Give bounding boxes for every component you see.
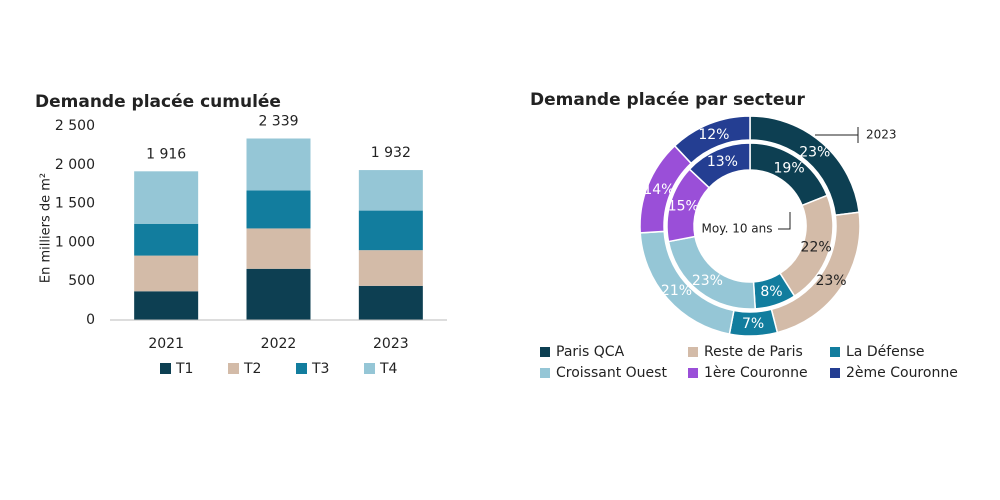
legend-label: T2 (243, 361, 261, 377)
donut-value-label: 13% (707, 154, 738, 170)
annotation-line (778, 212, 791, 230)
y-tick-label: 2 500 (55, 118, 95, 134)
bar-segment (134, 171, 199, 224)
donut-value-label: 23% (799, 144, 830, 160)
bar-segment (358, 210, 423, 251)
donut-value-label: 21% (661, 283, 692, 299)
legend-swatch (688, 368, 698, 378)
legend-label: La Défense (846, 344, 925, 360)
y-tick-label: 2 000 (55, 157, 95, 173)
y-tick-label: 0 (86, 312, 95, 328)
legend-swatch (296, 363, 307, 374)
bar-segment (358, 250, 423, 286)
legend-label: T1 (175, 361, 193, 377)
legend-label: T4 (379, 361, 398, 377)
legend-label: 2ème Couronne (846, 365, 958, 381)
y-tick-label: 1 000 (55, 234, 95, 250)
bar-segment (134, 255, 199, 292)
bar-segment (358, 170, 423, 211)
donut-value-label: 22% (801, 239, 832, 255)
bar-segment (134, 223, 199, 256)
legend-swatch (540, 347, 550, 357)
donut-segment (688, 142, 751, 189)
donut-value-label: 8% (760, 284, 782, 300)
legend-label: T3 (311, 361, 329, 377)
y-tick-label: 1 500 (55, 196, 95, 212)
donut-value-label: 12% (698, 127, 729, 143)
donut-chart-title: Demande placée par secteur (530, 90, 805, 110)
legend-swatch (228, 363, 239, 374)
total-label: 2 339 (258, 113, 298, 129)
bar-segment (246, 138, 311, 191)
donut-value-label: 14% (643, 182, 674, 198)
annotation: 2023 (866, 128, 897, 142)
x-tick-label: 2021 (148, 336, 184, 352)
legend-swatch (364, 363, 375, 374)
bar-segment (246, 190, 311, 229)
bar-segment (134, 291, 199, 320)
donut-value-label: 19% (774, 161, 805, 177)
donut-value-label: 23% (815, 273, 846, 289)
y-tick-label: 500 (68, 273, 95, 289)
total-label: 1 916 (146, 146, 186, 162)
bar-segment (246, 268, 311, 320)
legend-label: Croissant Ouest (556, 365, 667, 381)
donut-value-label: 15% (668, 199, 699, 215)
legend-label: Paris QCA (556, 344, 625, 360)
donut-value-label: 7% (742, 316, 764, 332)
donut-segment (673, 115, 751, 165)
x-tick-label: 2022 (261, 336, 297, 352)
legend-label: 1ère Couronne (704, 365, 808, 381)
total-label: 1 932 (371, 145, 411, 161)
y-axis-label: En milliers de m² (39, 173, 54, 283)
annotation: Moy. 10 ans (701, 222, 772, 236)
legend-swatch (540, 368, 550, 378)
annotation-line (815, 127, 859, 143)
legend-swatch (688, 347, 698, 357)
legend-swatch (160, 363, 171, 374)
x-tick-label: 2023 (373, 336, 409, 352)
legend-swatch (830, 368, 840, 378)
bar-chart-title: Demande placée cumulée (35, 92, 281, 112)
donut-value-label: 23% (692, 273, 723, 289)
legend-label: Reste de Paris (704, 344, 803, 360)
legend-swatch (830, 347, 840, 357)
bar-segment (358, 285, 423, 320)
bar-segment (246, 228, 311, 269)
